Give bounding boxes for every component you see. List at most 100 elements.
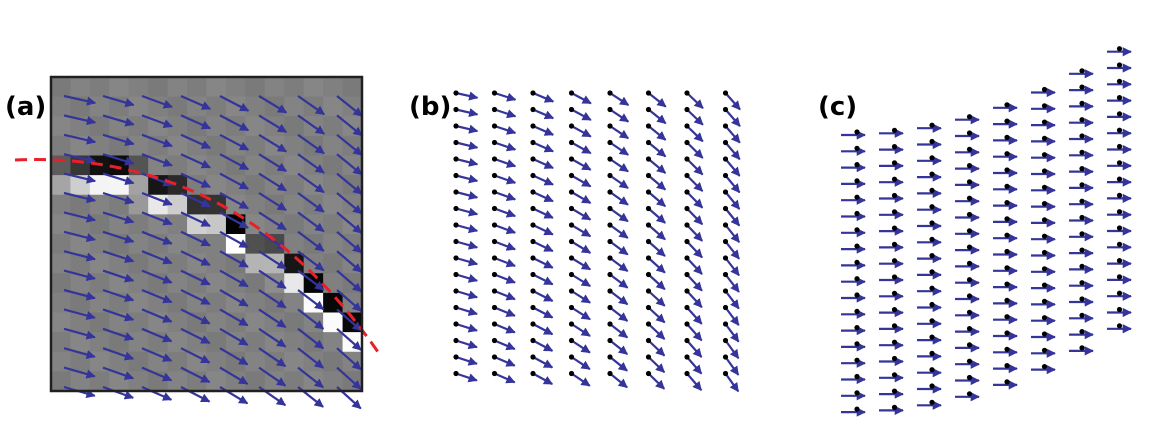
arrow	[724, 125, 741, 144]
dot	[453, 238, 459, 245]
arrow	[219, 347, 249, 366]
dot	[530, 139, 536, 146]
arrow	[686, 224, 703, 242]
image-pixel	[245, 116, 266, 137]
arrow	[219, 230, 249, 249]
arrow	[724, 108, 741, 127]
arrow	[570, 372, 591, 387]
arrow	[647, 372, 666, 390]
arrow	[609, 323, 629, 339]
arrow	[336, 211, 363, 234]
dot	[607, 238, 613, 245]
arrow	[724, 207, 741, 227]
image-pixel	[128, 194, 149, 215]
dot	[607, 189, 613, 195]
arrow	[102, 211, 135, 225]
dot	[645, 156, 652, 162]
image-pixel	[206, 351, 227, 372]
arrow	[647, 174, 667, 191]
arrow	[686, 306, 703, 325]
dot	[722, 354, 729, 360]
image-pixel	[109, 77, 130, 98]
dot	[568, 222, 575, 228]
dot	[568, 255, 575, 261]
dot	[684, 205, 690, 212]
dot	[1079, 214, 1085, 221]
dot	[1116, 95, 1123, 101]
dot	[1041, 266, 1048, 272]
arrow	[102, 191, 135, 205]
dot	[1004, 265, 1010, 271]
arrow	[570, 240, 592, 254]
arrow	[647, 158, 667, 174]
dot	[966, 163, 973, 169]
dot	[453, 156, 459, 162]
arrow	[570, 257, 592, 271]
arrow	[102, 366, 135, 380]
image-pixel	[323, 312, 344, 333]
dot	[891, 290, 898, 296]
arrow	[180, 289, 211, 306]
dot	[966, 374, 973, 381]
arrow	[647, 290, 666, 307]
dot	[1041, 347, 1048, 353]
dot	[891, 404, 898, 410]
arrow	[297, 308, 325, 330]
arrow	[297, 95, 325, 116]
dot	[491, 123, 498, 129]
arrow	[258, 250, 287, 270]
dot	[929, 122, 935, 128]
arrow	[570, 290, 591, 304]
image-pixel	[70, 332, 91, 353]
dot	[1041, 282, 1048, 288]
arrow	[141, 385, 173, 401]
dot	[722, 189, 729, 195]
dot	[1079, 247, 1085, 253]
arrow	[455, 174, 479, 184]
dot	[684, 321, 690, 327]
arrow	[141, 230, 173, 245]
arrow	[455, 124, 479, 134]
arrow	[609, 273, 629, 289]
arrow	[297, 211, 325, 233]
image-pixel	[51, 116, 72, 137]
image-pixel	[51, 194, 72, 215]
arrow	[63, 230, 96, 243]
arrow	[494, 322, 516, 334]
image-pixel	[70, 175, 91, 196]
dot	[891, 307, 898, 313]
dot	[453, 189, 459, 195]
dot	[929, 253, 935, 259]
dot	[891, 176, 898, 182]
arrow	[724, 372, 740, 393]
arrow	[724, 356, 740, 376]
image-pixel	[245, 234, 266, 255]
image-pixel	[51, 234, 72, 255]
arrow	[336, 95, 363, 117]
dot	[1079, 329, 1085, 335]
arrow	[297, 289, 325, 311]
arrow	[336, 327, 362, 351]
image-pixel	[225, 77, 246, 98]
arrow	[686, 290, 703, 309]
image-pixel	[284, 253, 305, 274]
image-pixel	[323, 135, 344, 157]
dot	[722, 271, 729, 278]
arrow	[219, 308, 249, 327]
image-pixel	[245, 351, 266, 372]
dot	[891, 241, 898, 247]
dot	[722, 156, 729, 162]
dot	[891, 355, 898, 362]
arrow	[724, 240, 740, 260]
dot	[1041, 249, 1048, 256]
dot	[854, 341, 860, 347]
dot	[1004, 232, 1010, 238]
arrow	[102, 133, 135, 147]
arrow	[102, 153, 135, 166]
dot	[568, 337, 575, 344]
arrow	[686, 323, 703, 342]
arrow	[180, 133, 212, 149]
image-pixel	[167, 253, 188, 274]
image-grid-a	[51, 77, 362, 391]
image-pixel	[284, 135, 305, 157]
